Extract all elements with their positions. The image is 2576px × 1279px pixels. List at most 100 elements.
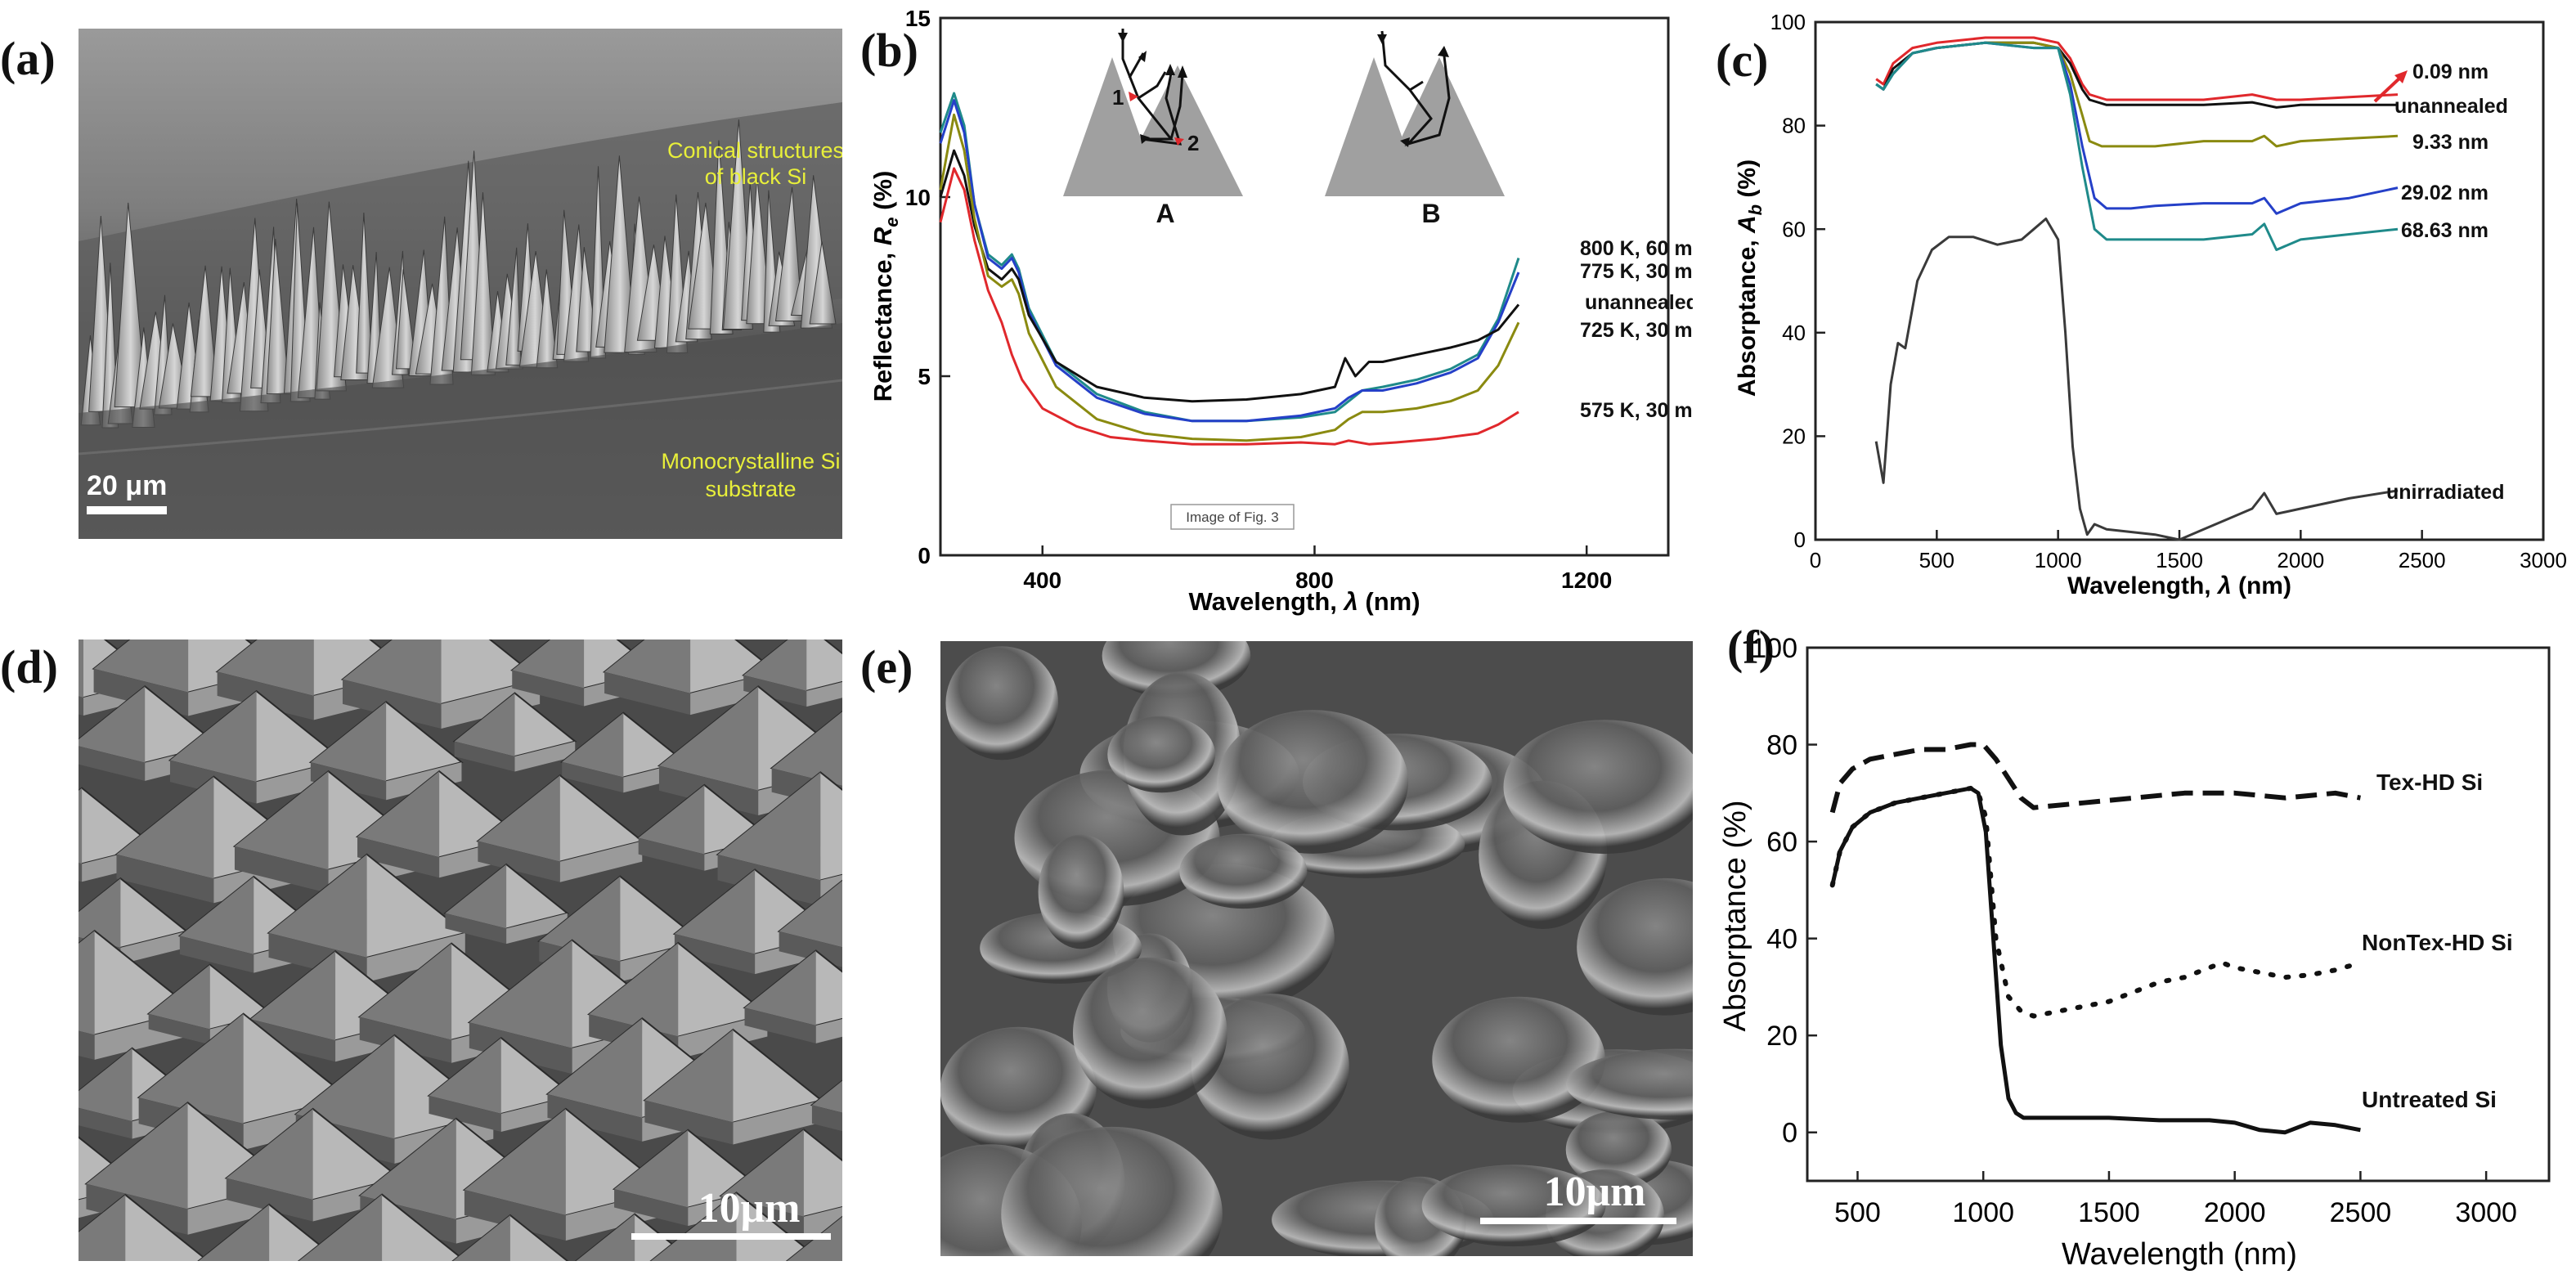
panel-a-label: (a) [0, 32, 56, 85]
pyramid-side [79, 1107, 132, 1139]
y-tick-label: 0 [1782, 1118, 1797, 1149]
pyramid-side [469, 1022, 572, 1075]
panel-a-sem-image: Conical structures of black Si Monocryst… [79, 29, 842, 539]
annotation-substrate-line2: substrate [705, 477, 796, 501]
series-label-nontex-hd-si: NonTex-HD Si [2362, 930, 2513, 955]
pyramid-face [268, 854, 367, 958]
pyramid-side [604, 671, 691, 716]
y-axis-label-c-unit: (%) [1734, 159, 1761, 204]
pyramid-face [79, 1195, 126, 1261]
series-label-29-02-nm: 29.02 nm [2401, 182, 2488, 204]
pyramid-side [357, 837, 440, 878]
series-line-nontex-hd-si [1829, 785, 2363, 1019]
y-axis-label-c-var: A [1734, 215, 1761, 234]
series-line-725-k-30-min [939, 113, 1520, 442]
surface-bump [1432, 996, 1605, 1123]
y-tick-label: 5 [918, 364, 931, 389]
pyramid-face [589, 943, 679, 1037]
x-tick-label: 500 [1919, 548, 1954, 572]
pyramid-face [811, 1080, 842, 1113]
panel-e-label: (e) [860, 640, 913, 693]
surface-bump [1191, 994, 1349, 1140]
surface-bump [1577, 877, 1693, 1016]
surface-bump [1217, 710, 1409, 854]
x-axis-label-c-var: λ [2216, 572, 2232, 599]
pyramid-side [386, 762, 462, 801]
surface-bump [1001, 1126, 1223, 1256]
pyramid-face [148, 964, 210, 1030]
surface-bump [1421, 1165, 1606, 1247]
pyramid-side [79, 746, 146, 781]
pyramid-face [234, 771, 329, 870]
y-tick-label: 0 [1794, 527, 1806, 552]
pyramid-side [743, 675, 807, 707]
y-tick-label: 0 [918, 543, 931, 568]
cone-structure [395, 269, 417, 370]
pyramid-face [743, 640, 807, 691]
y-axis-label-f: Absorptance (%) [1718, 800, 1752, 1031]
surface-bump [1179, 833, 1308, 909]
pyramid-face [79, 788, 83, 864]
pyramid-face [179, 877, 254, 955]
pyramid-side [454, 741, 515, 772]
pyramid-side [359, 1016, 452, 1063]
x-tick-label: 800 [1295, 568, 1334, 593]
x-tick-label: 3000 [2520, 548, 2567, 572]
x-tick-label: 2500 [2399, 548, 2446, 572]
pyramid-face [79, 686, 146, 763]
pyramid-face [478, 775, 560, 862]
pyramid-side [148, 1013, 210, 1045]
pyramid-face [779, 880, 842, 948]
scale-bar-label-a: 20 μm [87, 470, 167, 501]
x-tick-label: 500 [1834, 1197, 1881, 1228]
pyramid-face [644, 1030, 734, 1123]
y-tick-label: 60 [1782, 217, 1806, 241]
cone-structure [190, 265, 218, 397]
pyramid-side [79, 696, 83, 716]
y-tick-label: 80 [1782, 114, 1806, 138]
y-tick-label: 100 [1770, 10, 1806, 34]
pyramid-face [469, 940, 572, 1048]
image-watermark: Image of Fig. 3 [1186, 509, 1278, 525]
pyramid-face [357, 771, 440, 858]
pyramid-side [733, 1100, 822, 1145]
series-line-29-02-nm [1875, 41, 2399, 215]
y-axis-label-b-text: Reflectance, [868, 245, 897, 402]
pyramid-face [562, 712, 624, 778]
pyramid-face [658, 686, 759, 791]
pyramid-side [116, 854, 214, 904]
x-tick-label: 3000 [2455, 1197, 2517, 1228]
surface-bump [1038, 834, 1124, 949]
pyramid-side [674, 934, 756, 975]
pyramid-side [342, 679, 442, 729]
series-line-unannealed [939, 149, 1520, 403]
y-axis-label-b: Reflectance, Re (%) [868, 171, 902, 402]
surface-bump [1565, 1111, 1672, 1189]
pyramid-side [478, 841, 560, 882]
pyramid-side [79, 863, 83, 882]
pyramid-face [359, 943, 452, 1040]
pyramid-face [93, 640, 189, 693]
inset-label-b: B [1421, 199, 1440, 228]
pyramid-face [79, 878, 121, 948]
plot-frame-b [939, 16, 1670, 557]
panel-b-label: (b) [860, 24, 918, 77]
pyramid-face [138, 1013, 244, 1124]
pyramid-side [815, 1018, 842, 1043]
pyramid-face [169, 691, 257, 783]
pyramid-face [651, 1192, 737, 1261]
pyramid-face [720, 1129, 804, 1217]
pyramid-face [464, 1108, 566, 1216]
pyramid-face [295, 1034, 395, 1139]
label-arrow-head [2394, 70, 2408, 83]
surface-bump [945, 646, 1059, 761]
surface-bump [1566, 1048, 1693, 1120]
reflectance-chart: 400 800 1200 0 5 10 15 800 K, 60 min775 K, 30 … [868, 6, 1693, 616]
inset-label-1: 1 [1112, 85, 1124, 110]
pyramid-side [547, 1093, 643, 1142]
x-tick-label: 1500 [2078, 1197, 2140, 1228]
series-label-unannealed: unannealed [1585, 291, 1693, 314]
pyramid-face [717, 772, 821, 881]
scale-bar-d [631, 1233, 831, 1240]
pyramid-face [342, 640, 442, 704]
